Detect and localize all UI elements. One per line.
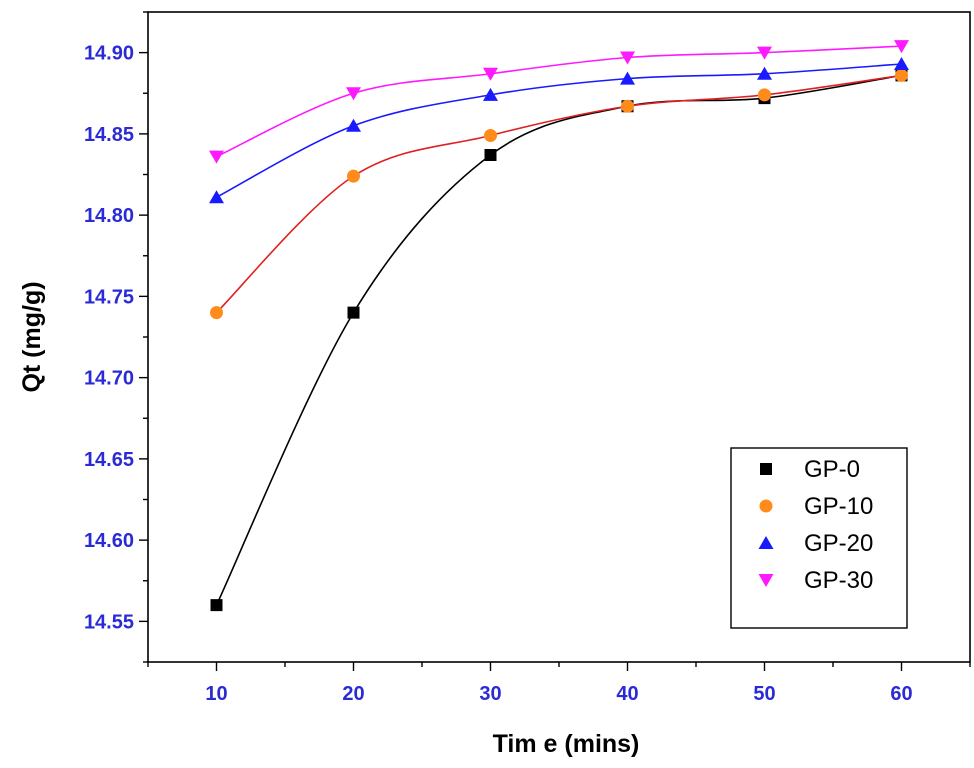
fit-curve-gp-20	[216, 63, 902, 198]
legend-label-gp-0: GP-0	[804, 456, 860, 483]
y-tick-label: 14.75	[84, 286, 134, 308]
data-markers	[209, 40, 909, 612]
x-tick-label: 40	[616, 683, 638, 705]
data-point-gp-10	[895, 68, 908, 82]
y-tick-label: 14.55	[84, 611, 134, 633]
fit-curve-gp-30	[216, 45, 902, 158]
legend-label-gp-10: GP-10	[804, 493, 873, 520]
data-point-gp-10	[347, 169, 360, 183]
legend-box	[730, 447, 908, 629]
y-tick-label: 14.90	[84, 43, 134, 65]
legend-label-gp-30: GP-30	[804, 567, 873, 594]
y-tick-label: 14.70	[84, 368, 134, 390]
data-point-gp-20	[346, 118, 361, 132]
data-point-gp-0	[484, 149, 497, 161]
y-tick-label: 14.85	[84, 124, 134, 146]
y-tick-label: 14.65	[84, 449, 134, 471]
x-axis-ticks: 10 20 30 40 50 60	[147, 662, 971, 705]
data-point-gp-30	[346, 87, 361, 101]
data-point-gp-20	[209, 190, 224, 204]
y-tick-label: 14.80	[84, 205, 134, 227]
legend: GP-0 GP-10 GP-20 GP-30	[730, 447, 908, 629]
data-point-gp-10	[210, 306, 223, 320]
x-tick-label: 30	[479, 683, 501, 705]
x-axis-title: Tim e (mins)	[493, 730, 640, 758]
x-tick-label: 50	[753, 683, 775, 705]
data-point-gp-30	[620, 51, 635, 65]
data-point-gp-30	[483, 67, 498, 81]
legend-marker-gp-20	[758, 536, 774, 549]
data-point-gp-10	[484, 129, 497, 142]
x-tick-label: 10	[205, 683, 227, 705]
legend-marker-gp-30	[758, 574, 774, 587]
data-point-gp-30	[209, 150, 224, 164]
fit-curve-gp-10	[215, 74, 902, 314]
legend-label-gp-20: GP-20	[804, 530, 873, 557]
data-point-gp-20	[620, 71, 635, 85]
data-point-gp-30	[757, 46, 772, 60]
data-point-gp-0	[210, 599, 223, 612]
data-point-gp-30	[894, 40, 909, 54]
legend-marker-gp-10	[759, 499, 773, 513]
data-point-gp-20	[757, 66, 772, 80]
data-point-gp-0	[347, 306, 360, 319]
data-point-gp-20	[483, 87, 498, 101]
x-tick-label: 20	[342, 683, 364, 705]
legend-marker-gp-0	[760, 463, 772, 475]
data-point-gp-20	[894, 57, 909, 70]
x-tick-label: 60	[890, 683, 912, 705]
data-point-gp-10	[621, 99, 634, 113]
y-tick-label: 14.60	[84, 530, 134, 552]
y-axis-title: Qt (mg/g)	[18, 281, 46, 392]
y-axis-ticks: 14.55 14.60 14.65 14.70 14.75 14.80 14.85 14.90	[84, 11, 148, 663]
data-point-gp-10	[758, 88, 771, 102]
